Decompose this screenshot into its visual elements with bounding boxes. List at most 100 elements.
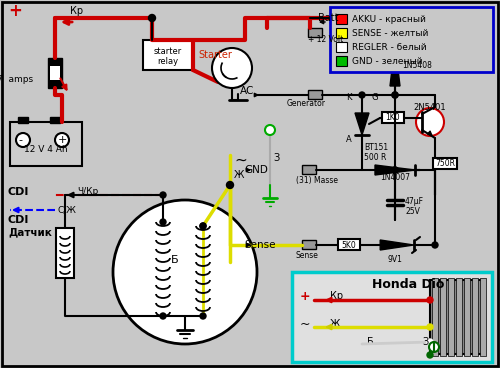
Circle shape [429,342,439,352]
Circle shape [212,48,252,88]
Text: -: - [18,135,22,145]
Text: Кр: Кр [330,291,343,301]
Circle shape [160,219,166,225]
Bar [336,14,347,24]
Text: 5K0: 5K0 [342,241,356,250]
Bar [382,112,404,123]
Text: Ж: Ж [234,170,244,180]
Circle shape [427,324,433,330]
Circle shape [392,92,398,98]
Polygon shape [355,113,369,135]
Circle shape [160,313,166,319]
Circle shape [113,200,257,344]
Circle shape [55,133,69,147]
Bar [472,278,478,356]
Bar [18,117,28,123]
Text: З: З [273,153,279,163]
Circle shape [392,92,398,98]
Text: 1N5408: 1N5408 [402,60,432,70]
Bar [308,28,322,37]
Text: REGLER - белый: REGLER - белый [352,42,426,52]
Text: GND: GND [244,165,268,175]
Text: 25V: 25V [405,208,420,216]
Polygon shape [375,165,415,175]
Bar [50,117,60,123]
Text: Ж: Ж [330,319,340,329]
Circle shape [392,167,398,173]
Bar [50,66,60,80]
Text: Б: Б [171,255,179,265]
Text: relay: relay [158,57,178,67]
Text: BT151: BT151 [364,144,388,152]
Bar [308,90,322,99]
Text: 1N4007: 1N4007 [380,173,410,183]
Text: 1K0: 1K0 [386,113,400,122]
Polygon shape [390,44,400,86]
Circle shape [200,223,206,229]
Text: SENSE - желтый: SENSE - желтый [352,28,428,38]
Text: Кр: Кр [70,6,83,16]
Bar [56,228,74,278]
Bar [48,58,62,88]
Text: AC: AC [240,86,254,96]
Bar [480,278,486,356]
Text: ~: ~ [300,318,310,330]
Text: + 12 Volt: + 12 Volt [308,35,343,45]
Text: Generator: Generator [286,99,326,107]
Text: starter: starter [154,47,182,57]
Circle shape [427,297,433,303]
Text: A: A [346,135,352,145]
Circle shape [16,133,30,147]
Text: CDI: CDI [8,215,30,225]
Circle shape [200,223,206,229]
Text: CDI: CDI [8,187,30,197]
Text: +: + [8,2,22,20]
Text: Ч/Кр: Ч/Кр [77,187,98,195]
Circle shape [160,192,166,198]
Bar [433,158,457,169]
Text: 9V1: 9V1 [388,255,402,263]
Circle shape [200,313,206,319]
Circle shape [392,167,398,173]
Text: Sense: Sense [296,251,319,259]
Text: Sense: Sense [244,240,276,250]
Text: +: + [300,290,310,302]
Bar [456,278,462,356]
Polygon shape [380,240,414,250]
Text: Starter: Starter [198,50,232,60]
Bar [440,278,446,356]
Text: GND - зеленый: GND - зеленый [352,57,422,66]
Bar [336,56,347,66]
Text: AKKU - красный: AKKU - красный [352,14,426,24]
Text: 750R: 750R [435,159,455,168]
Text: +: + [58,135,66,145]
Text: ~: ~ [234,152,247,167]
Text: 2N5401: 2N5401 [414,103,446,113]
Circle shape [359,92,365,98]
Text: З: З [422,337,428,347]
Text: Датчик: Датчик [8,227,52,237]
Bar [338,239,360,250]
Bar [336,42,347,52]
Bar [464,278,470,356]
Text: 47µF: 47µF [405,198,424,206]
Text: K: K [346,93,352,103]
Text: С/Ж: С/Ж [57,205,76,215]
Circle shape [416,108,444,136]
Text: 12 V 4 Ah: 12 V 4 Ah [24,145,68,155]
Bar [302,165,316,174]
Bar [302,240,316,249]
Text: Б: Б [367,337,374,347]
Bar [330,7,493,72]
Bar [292,272,492,362]
Bar [10,122,82,166]
Text: Honda Dio: Honda Dio [372,277,444,290]
Text: (31) Masse: (31) Masse [296,176,338,184]
Text: Batt: Batt [318,13,338,23]
Circle shape [427,339,433,345]
Bar [448,278,454,356]
Circle shape [427,352,433,358]
Bar [430,280,485,354]
Text: G: G [371,93,378,103]
Circle shape [432,242,438,248]
